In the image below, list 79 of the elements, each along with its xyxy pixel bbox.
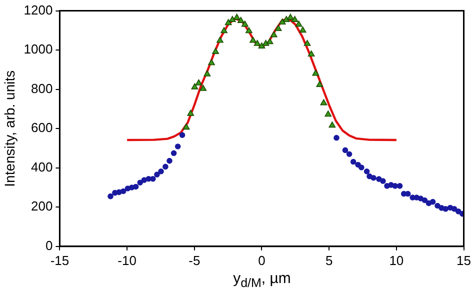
point (208, 59, 215, 66)
point (308, 50, 315, 57)
point (370, 174, 376, 181)
x-tick-label: 0 (258, 252, 266, 268)
point (141, 177, 148, 183)
point (364, 168, 370, 174)
x-tick-label: 10 (389, 252, 404, 268)
point (150, 176, 156, 182)
y-tick-label: 0 (45, 238, 53, 253)
point (250, 36, 256, 43)
point (350, 158, 356, 165)
x-axis-title: y$_{d/M}$, µm (232, 270, 292, 290)
point (430, 198, 436, 205)
point (195, 79, 202, 86)
point (266, 38, 274, 44)
point (328, 122, 336, 128)
point (224, 19, 232, 26)
point (342, 147, 348, 154)
point (392, 183, 398, 189)
x-tick-label: 15 (456, 252, 472, 268)
point (132, 184, 139, 190)
point (316, 80, 324, 87)
point (170, 150, 177, 156)
point (179, 132, 186, 138)
point (304, 40, 311, 46)
point (191, 83, 198, 90)
point (262, 40, 270, 46)
y-tick-label: 1000 (24, 42, 53, 57)
point (228, 16, 236, 22)
point (299, 26, 306, 33)
point (182, 124, 190, 130)
point (380, 178, 386, 184)
point (108, 193, 114, 200)
y-tick-label: 600 (31, 120, 53, 136)
point (216, 36, 224, 43)
point (204, 70, 211, 76)
x-tick-label: 5 (325, 252, 333, 268)
point (278, 18, 286, 25)
point (258, 42, 266, 48)
x-tick-label: -10 (118, 252, 136, 268)
point (166, 158, 172, 164)
point (455, 208, 462, 214)
point (358, 164, 364, 170)
point (162, 164, 168, 170)
point (320, 99, 328, 106)
point (334, 134, 340, 141)
y-tick-label: 400 (31, 159, 53, 174)
y-axis-title: Intensity, arb. units (1, 70, 18, 187)
point (346, 151, 352, 158)
point (246, 27, 252, 34)
point (237, 16, 244, 23)
point (200, 84, 207, 91)
point (174, 144, 181, 150)
point (295, 20, 302, 27)
x-tick-label: -5 (188, 252, 200, 268)
point (137, 180, 144, 186)
point (422, 197, 428, 204)
point (212, 48, 219, 54)
point (274, 24, 282, 32)
point (312, 70, 320, 76)
y-tick-label: 800 (31, 80, 53, 96)
y-tick-label: 1200 (24, 2, 53, 18)
point (282, 16, 290, 22)
point (158, 168, 164, 174)
point (233, 14, 240, 20)
point (442, 206, 448, 212)
point (187, 110, 194, 116)
point (220, 27, 228, 34)
point (120, 188, 126, 194)
point (270, 31, 278, 38)
point (287, 14, 294, 20)
y-tick-label: 200 (31, 198, 53, 214)
point (291, 16, 298, 22)
point (451, 206, 458, 212)
point (324, 110, 332, 117)
x-tick-label: -15 (50, 252, 70, 268)
point (154, 172, 160, 178)
point (254, 40, 261, 46)
point (241, 20, 248, 27)
